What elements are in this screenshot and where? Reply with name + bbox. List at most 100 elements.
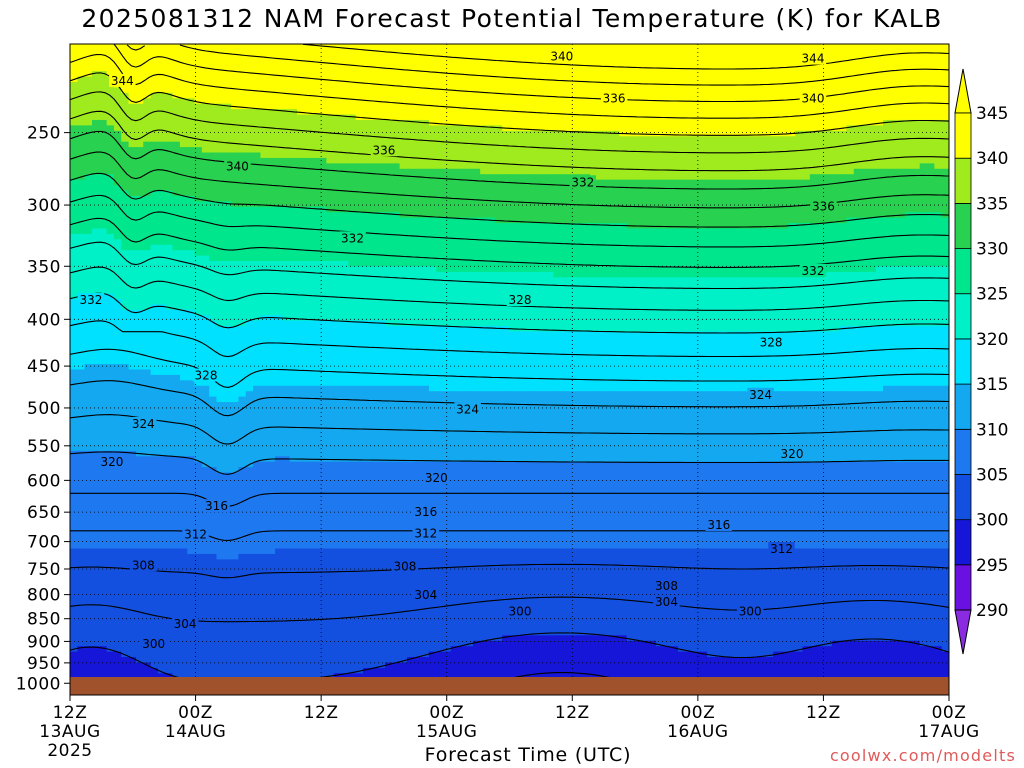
heat-cell: [363, 391, 371, 397]
heat-cell: [107, 359, 115, 365]
heat-cell: [326, 49, 334, 55]
heat-cell: [70, 500, 78, 506]
heat-cell: [290, 413, 298, 419]
heat-cell: [246, 44, 254, 50]
heat-cell: [268, 321, 276, 327]
heat-cell: [304, 467, 312, 473]
heat-cell: [370, 104, 378, 110]
heat-cell: [297, 326, 305, 332]
heat-cell: [217, 207, 225, 213]
heat-cell: [107, 652, 115, 658]
heat-cell: [290, 527, 298, 533]
heat-cell: [260, 538, 268, 544]
heat-cell: [363, 277, 371, 283]
heat-cell: [70, 120, 78, 126]
heat-cell: [202, 283, 210, 289]
heat-cell: [246, 505, 254, 511]
heat-cell: [158, 370, 166, 376]
heat-cell: [319, 451, 327, 457]
heat-cell: [275, 196, 283, 202]
heat-cell: [348, 538, 356, 544]
heat-cell: [209, 87, 217, 93]
heat-cell: [217, 147, 225, 153]
heat-cell: [370, 380, 378, 386]
heat-cell: [304, 364, 312, 370]
heat-cell: [151, 66, 159, 72]
heat-cell: [253, 234, 261, 240]
heat-cell: [348, 174, 356, 180]
heat-cell: [363, 505, 371, 511]
heat-cell: [209, 630, 217, 636]
heat-cell: [297, 516, 305, 522]
heat-cell: [275, 380, 283, 386]
heat-cell: [209, 456, 217, 462]
heat-cell: [107, 326, 115, 332]
heat-cell: [356, 196, 364, 202]
heat-cell: [224, 597, 232, 603]
heat-cell: [107, 549, 115, 555]
heat-cell: [268, 348, 276, 354]
heat-cell: [187, 163, 195, 169]
heat-cell: [114, 511, 122, 517]
heat-cell: [187, 500, 195, 506]
heat-cell: [173, 163, 181, 169]
heat-cell: [290, 652, 298, 658]
heat-cell: [151, 451, 159, 457]
heat-cell: [246, 603, 254, 609]
heat-cell: [326, 429, 334, 435]
heat-cell: [348, 462, 356, 468]
heat-cell: [158, 223, 166, 229]
heat-cell: [260, 131, 268, 137]
heat-cell: [173, 521, 181, 527]
heat-cell: [217, 55, 225, 61]
heat-cell: [238, 364, 246, 370]
heat-cell: [77, 418, 85, 424]
heat-cell: [297, 500, 305, 506]
heat-cell: [107, 511, 115, 517]
heat-cell: [209, 451, 217, 457]
heat-cell: [253, 207, 261, 213]
heat-cell: [217, 66, 225, 72]
heat-cell: [136, 299, 144, 305]
heat-cell: [165, 521, 173, 527]
heat-cell: [326, 505, 334, 511]
heat-cell: [143, 624, 151, 630]
heat-cell: [114, 109, 122, 115]
heat-cell: [326, 608, 334, 614]
heat-cell: [370, 93, 378, 99]
heat-cell: [268, 326, 276, 332]
heat-cell: [224, 662, 232, 668]
heat-cell: [92, 245, 100, 251]
heat-cell: [158, 619, 166, 625]
heat-cell: [136, 630, 144, 636]
heat-cell: [180, 294, 188, 300]
heat-cell: [143, 201, 151, 207]
heat-cell: [165, 652, 173, 658]
heat-cell: [348, 652, 356, 658]
heat-cell: [260, 559, 268, 565]
heat-cell: [143, 223, 151, 229]
heat-cell: [209, 326, 217, 332]
heat-cell: [121, 407, 129, 413]
heat-cell: [319, 55, 327, 61]
heat-cell: [165, 370, 173, 376]
heat-cell: [70, 554, 78, 560]
heat-cell: [224, 489, 232, 495]
heat-cell: [282, 608, 290, 614]
heat-cell: [260, 185, 268, 191]
heat-cell: [231, 315, 239, 321]
heat-cell: [326, 174, 334, 180]
heat-cell: [114, 174, 122, 180]
heat-cell: [173, 49, 181, 55]
heat-cell: [334, 174, 342, 180]
heat-cell: [187, 587, 195, 593]
heat-cell: [319, 223, 327, 229]
heat-cell: [136, 109, 144, 115]
heat-cell: [217, 337, 225, 343]
heat-cell: [297, 532, 305, 538]
heat-cell: [187, 342, 195, 348]
heat-cell: [260, 646, 268, 652]
heat-cell: [99, 402, 107, 408]
heat-cell: [246, 250, 254, 256]
heat-cell: [114, 375, 122, 381]
